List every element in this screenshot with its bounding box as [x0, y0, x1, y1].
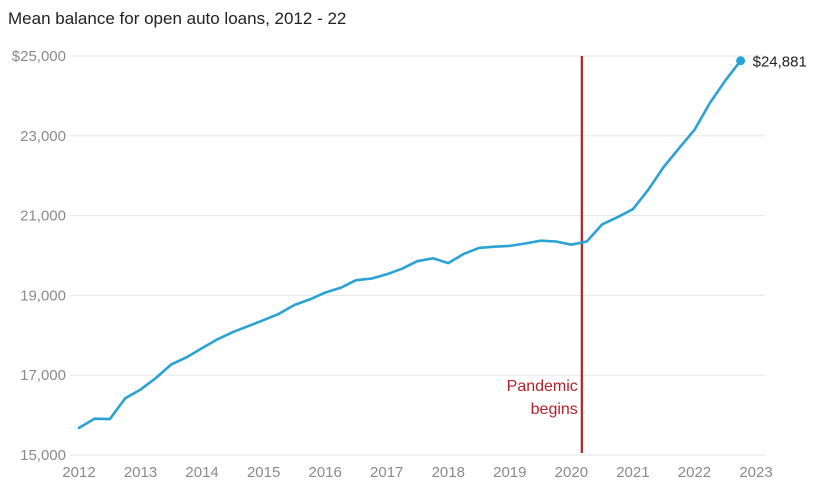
data-point [570, 244, 572, 246]
data-point [78, 427, 80, 429]
data-point [678, 147, 680, 149]
x-tick-labels: 2012 2013 2014 2015 2016 2017 2018 2019 2020 2021… [62, 464, 772, 480]
y-tick-label: 23,000 [20, 128, 66, 145]
data-point [724, 80, 726, 82]
data-point [155, 377, 157, 379]
x-tick-label: 2018 [432, 464, 465, 480]
y-tick-label: 19,000 [20, 287, 66, 304]
x-tick-label: 2021 [616, 464, 649, 480]
series-line [77, 59, 742, 430]
data-point [278, 313, 280, 315]
data-point [493, 246, 495, 248]
data-point [401, 267, 403, 269]
pandemic-label-line2: begins [531, 401, 578, 418]
y-tick-labels: 15,000 17,000 19,000 21,000 23,000 $25,000 [12, 48, 66, 464]
data-point [186, 356, 188, 358]
data-point [309, 298, 311, 300]
x-tick-label: 2013 [124, 464, 157, 480]
data-point [616, 216, 618, 218]
data-point [170, 363, 172, 365]
data-point [647, 188, 649, 190]
pandemic-label-line1: Pandemic [507, 378, 578, 395]
data-point [524, 242, 526, 244]
x-tick-label: 2017 [370, 464, 403, 480]
pandemic-annotation: Pandemic begins [507, 56, 583, 453]
data-point [386, 273, 388, 275]
data-point [632, 208, 634, 210]
data-point [216, 338, 218, 340]
x-tick-label: 2016 [308, 464, 341, 480]
data-point [232, 331, 234, 333]
data-point [462, 253, 464, 255]
grid-lines [70, 55, 765, 456]
data-point [601, 223, 603, 225]
x-tick-label: 2019 [493, 464, 526, 480]
data-point [201, 347, 203, 349]
x-tick-label: 2012 [62, 464, 95, 480]
y-tick-label: $25,000 [12, 48, 66, 65]
data-point [355, 279, 357, 281]
data-point [447, 262, 449, 264]
data-point [124, 397, 126, 399]
data-point [509, 245, 511, 247]
y-tick-label: 21,000 [20, 208, 66, 225]
y-tick-label: 17,000 [20, 367, 66, 384]
data-point [370, 277, 372, 279]
data-point [555, 240, 557, 242]
data-point [339, 287, 341, 289]
end-value-label: $24,881 [753, 54, 807, 71]
data-point [293, 304, 295, 306]
data-point [93, 417, 95, 419]
x-tick-label: 2014 [185, 464, 218, 480]
data-point [662, 166, 664, 168]
chart-title: Mean balance for open auto loans, 2012 -… [8, 9, 347, 28]
data-point [139, 388, 141, 390]
data-point [109, 418, 111, 420]
x-tick-label: 2020 [555, 464, 588, 480]
data-point [432, 257, 434, 259]
end-point-marker [736, 56, 746, 66]
data-point [709, 102, 711, 104]
data-point [247, 325, 249, 327]
data-point [262, 319, 264, 321]
data-point [324, 291, 326, 293]
data-point [416, 260, 418, 262]
x-tick-label: 2015 [247, 464, 280, 480]
x-tick-label: 2022 [678, 464, 711, 480]
series-group: $24,881 [77, 54, 807, 430]
data-point [586, 240, 588, 242]
y-tick-label: 15,000 [20, 447, 66, 464]
x-tick-label: 2023 [739, 464, 772, 480]
data-point [478, 247, 480, 249]
data-point [539, 240, 541, 242]
data-point [693, 129, 695, 131]
